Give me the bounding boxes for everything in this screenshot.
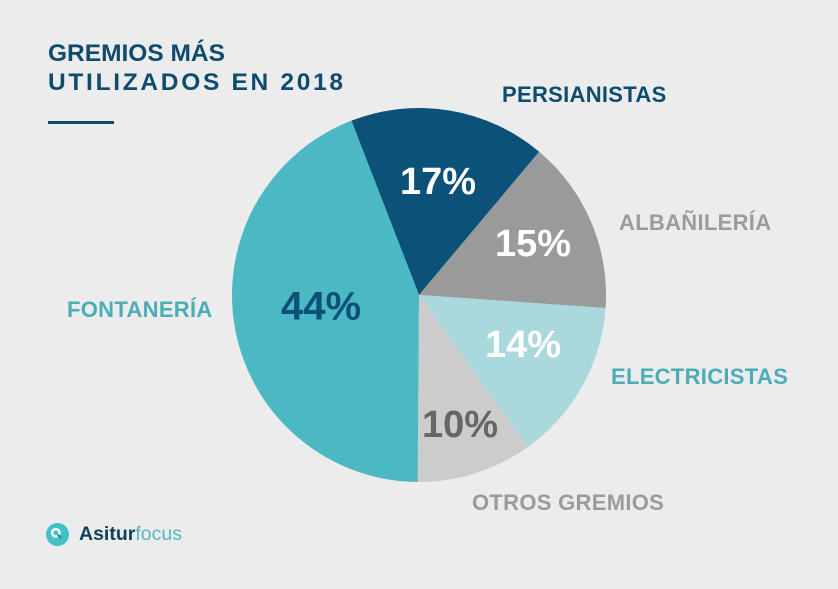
svg-text:44%: 44% — [281, 285, 361, 329]
svg-text:17%: 17% — [400, 161, 476, 203]
svg-text:15%: 15% — [495, 223, 571, 265]
svg-text:14%: 14% — [485, 324, 561, 366]
svg-text:10%: 10% — [422, 404, 498, 446]
